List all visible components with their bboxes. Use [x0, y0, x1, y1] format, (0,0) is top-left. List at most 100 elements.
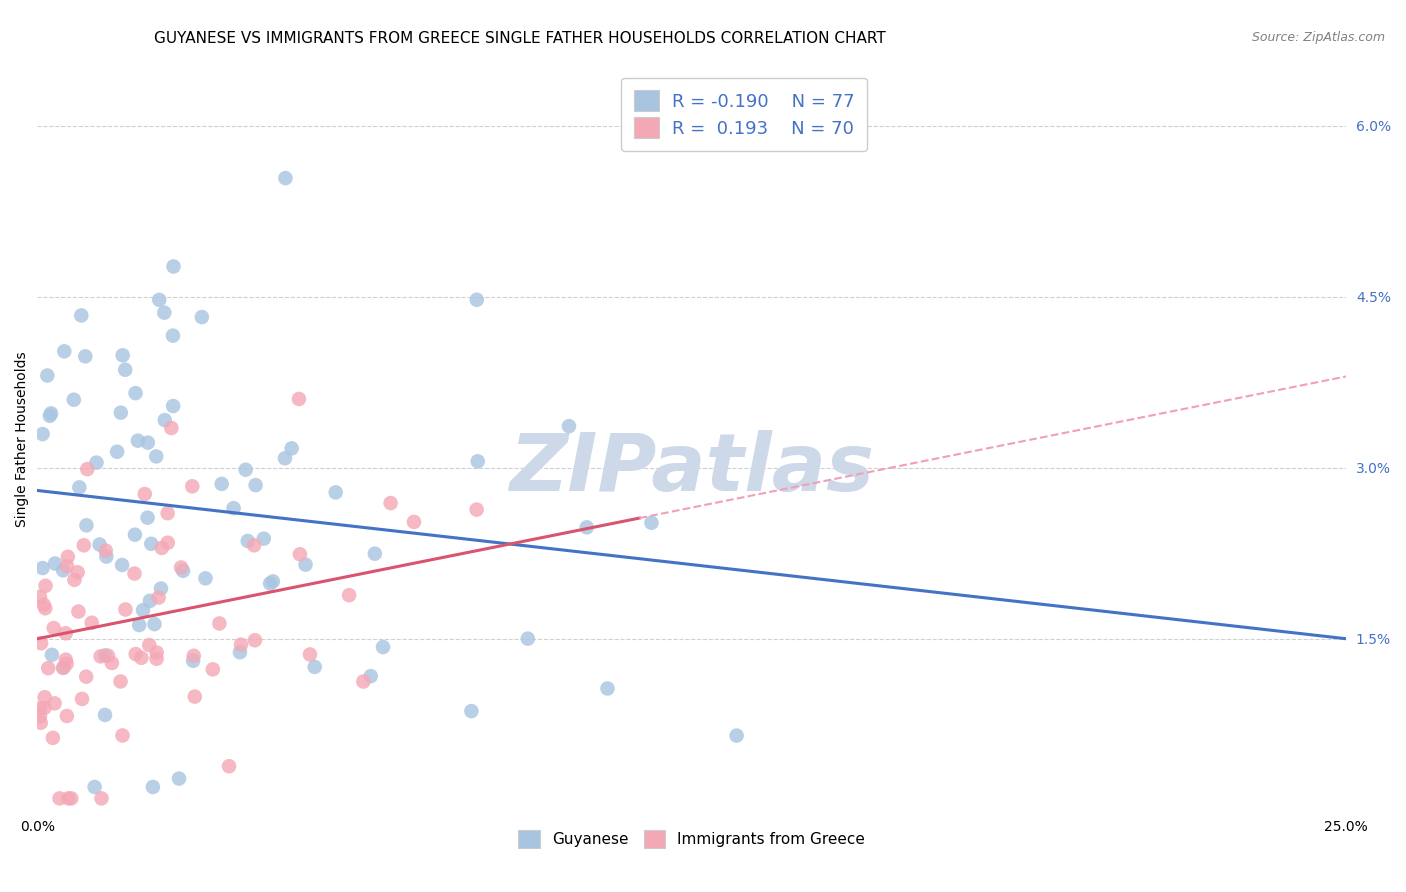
Point [39, 406, 62, 420]
Point [558, 419, 581, 434]
Point [28, 701, 51, 715]
Point [55, 653, 77, 667]
Point [288, 547, 311, 561]
Point [75, 349, 97, 363]
Point [262, 574, 284, 589]
Text: GUYANESE VS IMMIGRANTS FROM GREECE SINGLE FATHER HOUSEHOLDS CORRELATION CHART: GUYANESE VS IMMIGRANTS FROM GREECE SINGL… [155, 31, 886, 46]
Text: Source: ZipAtlas.com: Source: ZipAtlas.com [1251, 31, 1385, 45]
Point [150, 541, 173, 555]
Point [38, 409, 60, 423]
Point [201, 662, 224, 676]
Point [67, 480, 90, 494]
Point [111, 729, 134, 743]
Point [325, 485, 347, 500]
Point [145, 646, 167, 660]
Point [460, 704, 482, 718]
Point [34, 601, 56, 615]
Point [111, 558, 134, 572]
Point [55, 626, 77, 640]
Point [465, 293, 488, 307]
Point [94, 707, 117, 722]
Point [44, 557, 66, 571]
Point [63, 573, 86, 587]
Point [170, 560, 193, 574]
Point [211, 476, 233, 491]
Point [111, 348, 134, 362]
Point [274, 451, 297, 466]
Point [28, 590, 51, 604]
Point [352, 674, 374, 689]
Point [124, 386, 146, 401]
Point [229, 645, 252, 659]
Point [337, 588, 360, 602]
Legend: Guyanese, Immigrants from Greece: Guyanese, Immigrants from Greece [512, 824, 872, 854]
Point [90, 791, 112, 805]
Point [371, 640, 394, 654]
Point [725, 729, 748, 743]
Point [148, 591, 170, 605]
Point [89, 537, 111, 551]
Point [101, 656, 124, 670]
Point [114, 602, 136, 616]
Point [184, 690, 207, 704]
Point [191, 310, 214, 324]
Point [145, 450, 167, 464]
Point [235, 463, 257, 477]
Point [75, 518, 97, 533]
Point [243, 538, 266, 552]
Point [76, 462, 98, 476]
Point [31, 427, 53, 442]
Point [167, 772, 190, 786]
Point [73, 538, 96, 552]
Point [128, 618, 150, 632]
Point [86, 456, 108, 470]
Point [124, 647, 146, 661]
Point [153, 306, 176, 320]
Point [138, 638, 160, 652]
Point [162, 260, 184, 274]
Point [58, 791, 80, 805]
Point [145, 652, 167, 666]
Point [380, 496, 402, 510]
Point [236, 533, 259, 548]
Point [139, 594, 162, 608]
Point [62, 392, 84, 407]
Point [110, 406, 132, 420]
Point [364, 547, 387, 561]
Point [160, 421, 183, 435]
Point [56, 709, 79, 723]
Point [162, 328, 184, 343]
Point [304, 660, 326, 674]
Point [229, 638, 252, 652]
Point [96, 549, 118, 564]
Point [298, 648, 321, 662]
Point [181, 654, 204, 668]
Point [288, 392, 311, 406]
Point [30, 715, 52, 730]
Point [596, 681, 619, 696]
Point [156, 506, 179, 520]
Point [294, 558, 316, 572]
Point [53, 344, 76, 359]
Point [52, 661, 75, 675]
Point [360, 669, 382, 683]
Point [70, 309, 93, 323]
Point [172, 564, 194, 578]
Point [465, 502, 488, 516]
Point [640, 516, 662, 530]
Point [150, 582, 173, 596]
Point [44, 697, 66, 711]
Point [83, 780, 105, 794]
Point [90, 649, 112, 664]
Point [80, 615, 103, 630]
Point [41, 648, 63, 662]
Point [37, 661, 59, 675]
Point [124, 527, 146, 541]
Point [32, 598, 55, 612]
Text: ZIPatlas: ZIPatlas [509, 430, 875, 508]
Y-axis label: Single Father Households: Single Father Households [15, 351, 30, 527]
Point [110, 674, 132, 689]
Point [127, 434, 149, 448]
Point [75, 670, 97, 684]
Point [136, 435, 159, 450]
